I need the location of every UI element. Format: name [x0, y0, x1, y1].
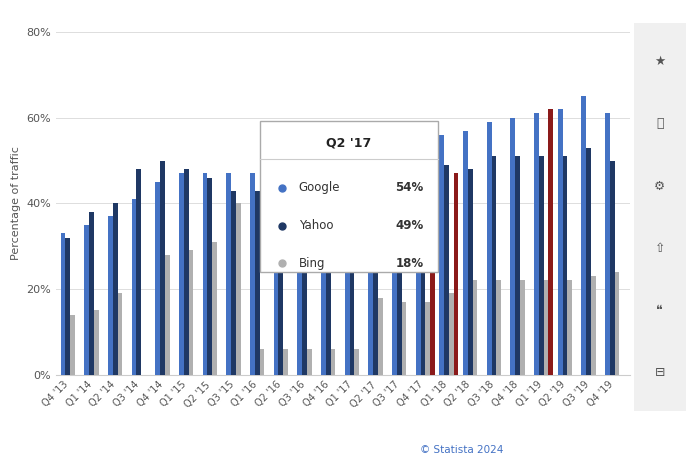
Bar	[136, 169, 141, 375]
Bar	[284, 349, 288, 375]
Text: Q2 '17: Q2 '17	[326, 137, 372, 149]
Bar	[70, 315, 75, 375]
Bar	[468, 169, 472, 375]
Bar	[155, 182, 160, 375]
Bar	[586, 148, 591, 375]
Y-axis label: Percentage of traffic: Percentage of traffic	[10, 146, 21, 260]
Text: Yahoo: Yahoo	[299, 219, 333, 232]
Bar	[454, 173, 458, 375]
Text: Bing: Bing	[299, 257, 326, 270]
Bar	[330, 349, 335, 375]
Bar	[165, 255, 169, 375]
Bar	[563, 156, 567, 375]
Bar	[85, 225, 89, 375]
Text: 54%: 54%	[395, 181, 424, 194]
Bar	[255, 191, 260, 375]
Bar	[302, 173, 307, 375]
Text: 49%: 49%	[395, 219, 424, 232]
Bar	[591, 276, 596, 375]
Bar	[89, 212, 94, 375]
Bar	[368, 143, 373, 375]
Bar	[349, 160, 354, 375]
Bar	[160, 160, 165, 375]
Text: ⚙: ⚙	[654, 180, 666, 192]
Bar	[203, 173, 207, 375]
Bar	[444, 165, 449, 375]
Bar	[397, 165, 402, 375]
Bar	[615, 272, 620, 375]
Bar	[440, 135, 444, 375]
Bar	[250, 173, 255, 375]
Bar	[61, 234, 66, 375]
Bar	[236, 203, 241, 375]
Bar	[207, 178, 212, 375]
Bar	[113, 203, 118, 375]
Bar	[345, 152, 349, 375]
Text: ❝: ❝	[657, 304, 663, 317]
Bar	[496, 281, 501, 375]
Text: 18%: 18%	[395, 257, 423, 270]
Bar	[118, 293, 122, 375]
Bar	[567, 281, 572, 375]
Bar	[558, 109, 563, 375]
Bar	[132, 199, 136, 375]
Bar	[486, 122, 491, 375]
Bar	[449, 293, 454, 375]
Bar	[279, 178, 284, 375]
Bar	[260, 349, 265, 375]
Bar	[426, 302, 430, 375]
Bar	[539, 156, 544, 375]
Bar	[544, 281, 548, 375]
Bar	[582, 96, 586, 375]
Bar	[548, 109, 553, 375]
Bar	[326, 160, 330, 375]
Bar	[307, 349, 312, 375]
Bar	[473, 281, 477, 375]
Bar	[392, 135, 397, 375]
Text: Google: Google	[299, 181, 340, 194]
Text: 🔔: 🔔	[656, 117, 664, 130]
Bar	[416, 139, 421, 375]
Bar	[515, 156, 520, 375]
Text: ⊟: ⊟	[654, 366, 665, 379]
Bar	[378, 298, 383, 375]
Bar	[274, 160, 279, 375]
Bar	[321, 139, 326, 375]
Bar	[491, 156, 496, 375]
Text: © Statista 2024: © Statista 2024	[420, 445, 503, 455]
Bar	[260, 121, 438, 272]
Bar	[534, 113, 539, 375]
Bar	[184, 169, 188, 375]
Bar	[179, 173, 184, 375]
Bar	[463, 131, 468, 375]
Text: ★: ★	[654, 55, 666, 68]
Bar	[430, 186, 435, 375]
Bar	[354, 349, 359, 375]
Bar	[66, 238, 70, 375]
Bar	[226, 173, 231, 375]
Bar	[108, 216, 113, 375]
Text: ⇧: ⇧	[654, 242, 665, 255]
Bar	[520, 281, 525, 375]
Bar	[212, 242, 217, 375]
Bar	[605, 113, 610, 375]
Bar	[402, 302, 406, 375]
Bar	[421, 169, 426, 375]
Bar	[373, 165, 378, 375]
Bar	[94, 310, 99, 375]
Bar	[610, 160, 615, 375]
Bar	[510, 118, 515, 375]
Bar	[298, 152, 302, 375]
Bar	[231, 191, 236, 375]
Bar	[188, 250, 193, 375]
